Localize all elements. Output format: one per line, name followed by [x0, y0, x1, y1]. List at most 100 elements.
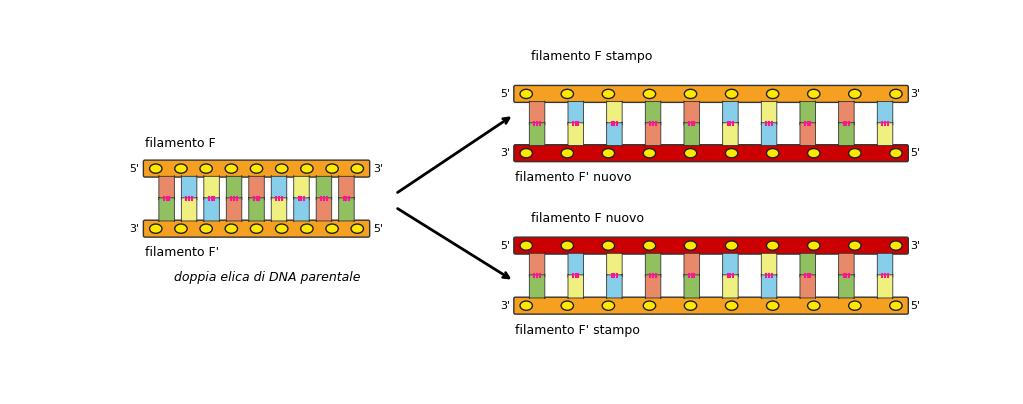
Ellipse shape — [251, 224, 263, 233]
Ellipse shape — [684, 241, 697, 250]
Text: filamento F stampo: filamento F stampo — [531, 50, 653, 63]
FancyBboxPatch shape — [722, 274, 739, 299]
FancyBboxPatch shape — [646, 101, 661, 125]
FancyBboxPatch shape — [226, 175, 241, 200]
Ellipse shape — [849, 241, 861, 250]
FancyBboxPatch shape — [839, 122, 854, 146]
Ellipse shape — [275, 224, 287, 233]
Ellipse shape — [684, 301, 697, 310]
Ellipse shape — [643, 301, 656, 310]
FancyBboxPatch shape — [761, 274, 776, 299]
FancyBboxPatch shape — [878, 252, 893, 277]
Ellipse shape — [643, 149, 656, 158]
Ellipse shape — [766, 149, 779, 158]
FancyBboxPatch shape — [226, 197, 241, 222]
Ellipse shape — [890, 149, 902, 158]
FancyBboxPatch shape — [294, 197, 309, 222]
Ellipse shape — [603, 89, 615, 99]
Text: 3': 3' — [500, 148, 509, 158]
FancyBboxPatch shape — [607, 101, 622, 125]
Text: filamento F': filamento F' — [145, 246, 219, 259]
FancyBboxPatch shape — [722, 122, 739, 146]
Ellipse shape — [520, 89, 532, 99]
Text: 5': 5' — [500, 241, 509, 250]
Ellipse shape — [149, 164, 162, 173]
FancyBboxPatch shape — [568, 274, 583, 299]
FancyBboxPatch shape — [607, 274, 622, 299]
Ellipse shape — [561, 241, 574, 250]
Ellipse shape — [520, 241, 532, 250]
FancyBboxPatch shape — [646, 122, 661, 146]
FancyBboxPatch shape — [143, 160, 369, 177]
FancyBboxPatch shape — [568, 122, 583, 146]
Ellipse shape — [766, 89, 779, 99]
Ellipse shape — [849, 149, 861, 158]
Ellipse shape — [149, 224, 162, 233]
FancyBboxPatch shape — [181, 197, 196, 222]
Ellipse shape — [561, 149, 574, 158]
Ellipse shape — [890, 301, 902, 310]
Ellipse shape — [603, 241, 615, 250]
Ellipse shape — [807, 89, 820, 99]
FancyBboxPatch shape — [607, 122, 622, 146]
FancyBboxPatch shape — [159, 175, 174, 200]
FancyBboxPatch shape — [271, 175, 286, 200]
FancyBboxPatch shape — [316, 197, 331, 222]
Text: 5': 5' — [910, 301, 921, 311]
FancyBboxPatch shape — [294, 175, 309, 200]
Text: 5': 5' — [500, 89, 509, 99]
Ellipse shape — [807, 301, 820, 310]
FancyBboxPatch shape — [722, 252, 739, 277]
Ellipse shape — [326, 164, 339, 173]
Ellipse shape — [725, 149, 738, 158]
Ellipse shape — [603, 301, 615, 310]
Ellipse shape — [225, 164, 237, 173]
Ellipse shape — [520, 301, 532, 310]
FancyBboxPatch shape — [568, 252, 583, 277]
Ellipse shape — [175, 164, 187, 173]
Ellipse shape — [301, 224, 313, 233]
FancyBboxPatch shape — [684, 274, 700, 299]
FancyBboxPatch shape — [800, 274, 815, 299]
Text: 3': 3' — [500, 301, 509, 311]
Ellipse shape — [807, 241, 820, 250]
Text: filamento F nuovo: filamento F nuovo — [531, 212, 643, 225]
FancyBboxPatch shape — [800, 122, 815, 146]
FancyBboxPatch shape — [181, 175, 196, 200]
Ellipse shape — [561, 89, 574, 99]
Ellipse shape — [766, 301, 779, 310]
Ellipse shape — [251, 164, 263, 173]
Text: 5': 5' — [910, 148, 921, 158]
FancyBboxPatch shape — [839, 274, 854, 299]
FancyBboxPatch shape — [204, 197, 219, 222]
FancyBboxPatch shape — [684, 101, 700, 125]
FancyBboxPatch shape — [143, 220, 369, 237]
Text: 5': 5' — [129, 164, 139, 174]
Text: 3': 3' — [129, 224, 139, 234]
FancyBboxPatch shape — [761, 101, 776, 125]
Ellipse shape — [890, 89, 902, 99]
Ellipse shape — [199, 224, 213, 233]
FancyBboxPatch shape — [339, 175, 354, 200]
FancyBboxPatch shape — [607, 252, 622, 277]
FancyBboxPatch shape — [878, 101, 893, 125]
FancyBboxPatch shape — [878, 274, 893, 299]
Text: 5': 5' — [373, 224, 384, 234]
FancyBboxPatch shape — [800, 252, 815, 277]
FancyBboxPatch shape — [684, 252, 700, 277]
FancyBboxPatch shape — [761, 252, 776, 277]
Ellipse shape — [807, 149, 820, 158]
FancyBboxPatch shape — [839, 101, 854, 125]
FancyBboxPatch shape — [529, 101, 545, 125]
Ellipse shape — [351, 224, 363, 233]
FancyBboxPatch shape — [761, 122, 776, 146]
Ellipse shape — [849, 301, 861, 310]
FancyBboxPatch shape — [249, 175, 264, 200]
Ellipse shape — [603, 149, 615, 158]
Ellipse shape — [643, 89, 656, 99]
Ellipse shape — [725, 89, 738, 99]
FancyBboxPatch shape — [684, 122, 700, 146]
Text: 3': 3' — [373, 164, 384, 174]
FancyBboxPatch shape — [722, 101, 739, 125]
FancyBboxPatch shape — [529, 122, 545, 146]
